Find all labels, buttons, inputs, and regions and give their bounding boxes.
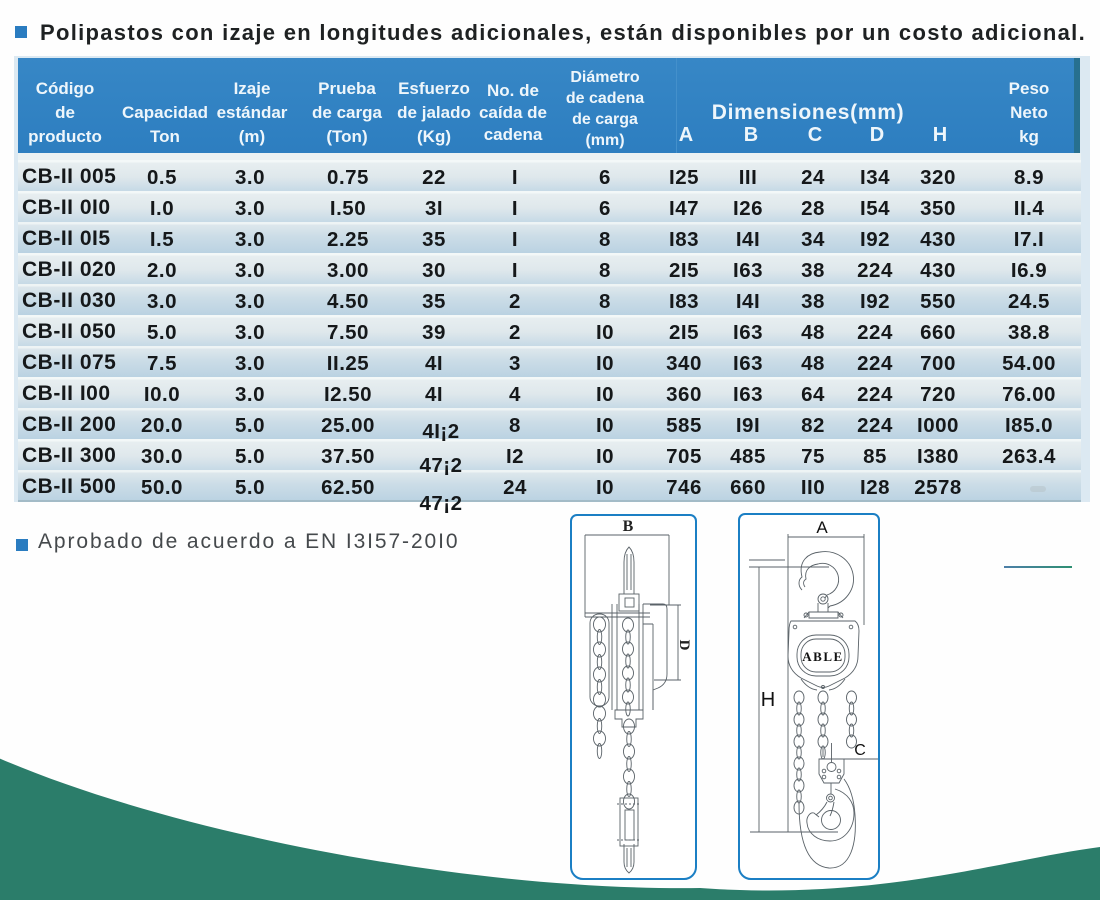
svg-text:ABLE: ABLE [802,649,843,664]
svg-text:D: D [676,640,692,651]
svg-text:C: C [854,742,866,759]
svg-text:B: B [623,518,634,535]
svg-text:A: A [816,518,828,537]
svg-text:H: H [761,689,775,711]
